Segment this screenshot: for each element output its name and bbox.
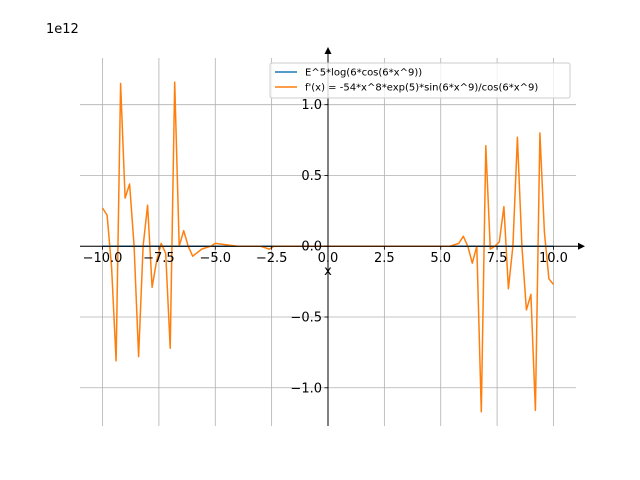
y-tick-label: 1.0 [301, 98, 322, 113]
x-tick-label: 5.0 [430, 251, 451, 266]
axes [80, 47, 585, 426]
x-axis-label: x [324, 264, 332, 279]
y-offset-label: 1e12 [46, 22, 79, 37]
x-tick-label: −7.5 [143, 251, 175, 266]
legend: E^5*log(6*cos(6*x^9)) f'(x) = -54*x^8*ex… [269, 62, 571, 99]
x-tick-label: 0.0 [318, 251, 339, 266]
x-tick-label: 7.5 [487, 251, 508, 266]
x-tick-label: −5.0 [199, 251, 231, 266]
legend-label-series1: E^5*log(6*cos(6*x^9)) [305, 68, 422, 79]
y-tick-label: −1.0 [290, 381, 322, 396]
legend-frame [269, 62, 571, 99]
y-axis-arrow [324, 47, 332, 54]
y-tick-label: 0.5 [301, 169, 322, 184]
y-tick-label: −0.5 [290, 311, 322, 326]
x-tick-label: 2.5 [374, 251, 395, 266]
tick-labels: −10.0 −7.5 −5.0 −2.5 0.0 2.5 5.0 7.5 10.0 −1.0 −0.… [83, 98, 568, 396]
x-axis-arrow [578, 242, 585, 250]
legend-label-series2: f'(x) = -54*x^8*exp(5)*sin(6*x^9)/cos(6*… [305, 83, 538, 94]
x-tick-label: −10.0 [83, 251, 123, 266]
x-tick-label: −2.5 [256, 251, 288, 266]
x-tick-label: 10.0 [539, 251, 568, 266]
y-tick-label: 0.0 [301, 240, 322, 255]
